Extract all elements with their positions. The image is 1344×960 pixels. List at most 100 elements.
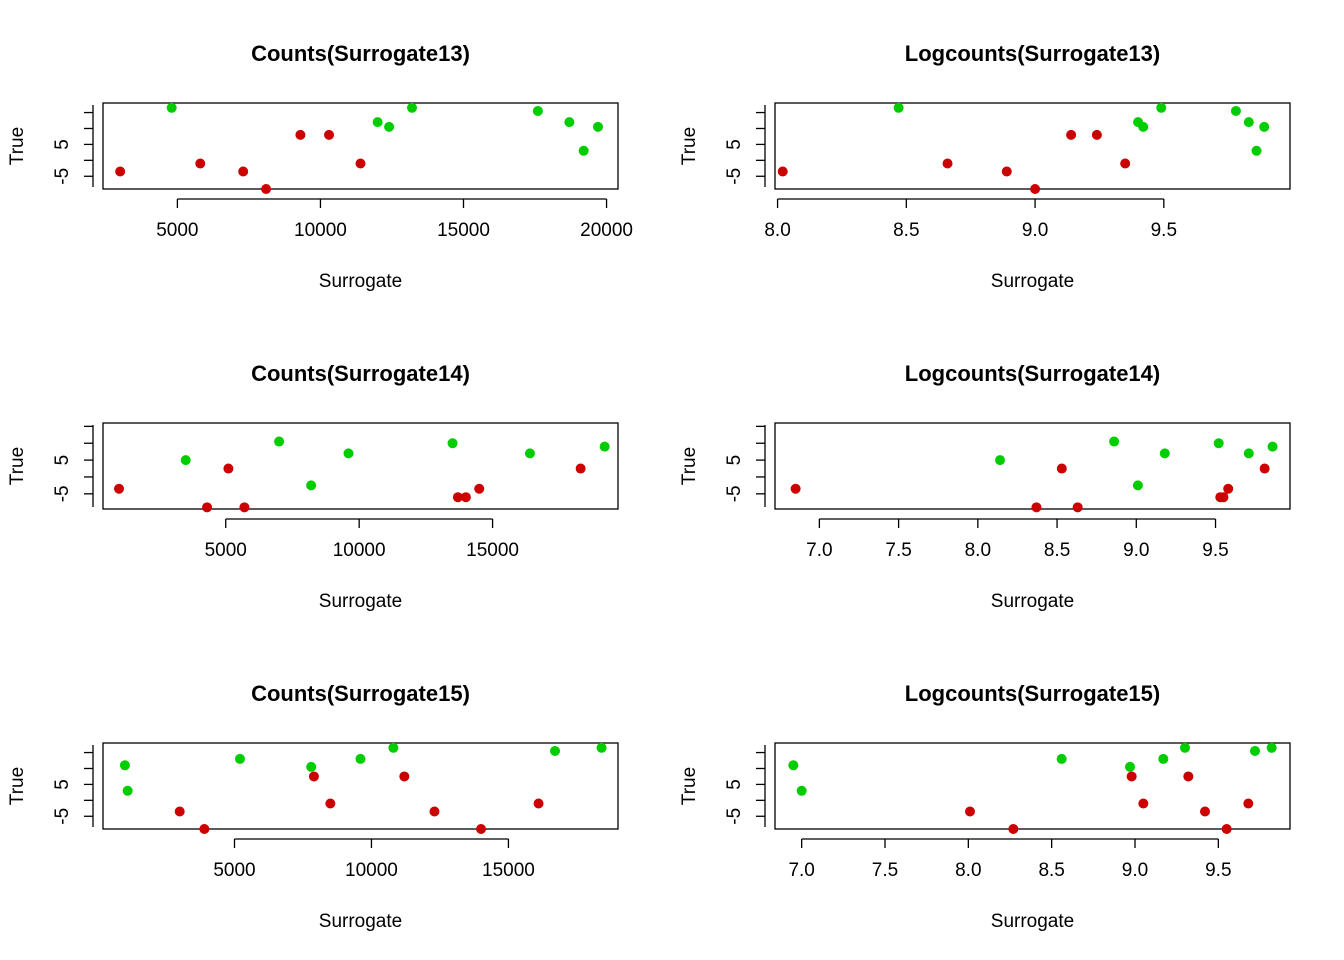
y-axis-label: True [679,447,700,485]
point-red [1091,129,1102,140]
x-tick-label: 10000 [294,220,347,241]
point-green [564,117,575,128]
point-red [399,771,410,782]
data-points [788,742,1277,834]
x-axis: 7.0 7.5 8.0 8.5 9.0 9.5 [806,518,1229,561]
x-tick-label: 7.0 [806,540,832,561]
x-tick-label: 10000 [333,540,386,561]
point-red [324,129,335,140]
point-red [1126,771,1137,782]
x-axis-label: Surrogate [319,591,402,612]
x-tick-label: 15000 [466,540,519,561]
point-green [388,742,399,753]
panel-1: Counts(Surrogate13) 5000 10000 15000 20000 Su… [7,41,633,292]
point-red [1218,492,1229,503]
point-green [1109,436,1120,447]
x-tick-label: 20000 [580,220,633,241]
y-tick-label: 5 [724,139,745,150]
x-tick-label: 8.0 [764,220,790,241]
y-tick-label: 5 [52,139,73,150]
point-red [1056,463,1067,474]
x-tick-label: 8.5 [1038,860,1064,881]
x-axis: 5000 10000 15000 [213,838,535,881]
x-tick-label: 7.5 [872,860,898,881]
y-axis-label: True [7,127,28,165]
x-tick-label: 9.5 [1202,540,1228,561]
point-green [384,121,395,132]
panel-4: Logcounts(Surrogate14) 7.0 7.5 8.0 8.5 9.0 9.5… [679,361,1291,612]
point-red [223,463,234,474]
x-tick-label: 15000 [437,220,490,241]
point-red [261,184,272,194]
x-tick-label: 9.0 [1122,860,1148,881]
x-tick-label: 10000 [345,860,398,881]
y-axis-label: True [679,767,700,805]
point-green [1259,121,1270,132]
x-tick-label: 8.5 [1044,540,1070,561]
point-green [1159,448,1170,459]
point-green [1158,753,1169,764]
point-red [195,158,206,169]
point-red [1243,798,1254,809]
data-points [115,102,603,194]
point-red [1200,806,1210,817]
point-green [549,745,560,756]
point-green [306,761,317,772]
x-tick-label: 9.0 [1022,220,1048,241]
x-axis: 5000 10000 15000 20000 [156,198,633,241]
point-red [1183,771,1194,782]
x-axis-label: Surrogate [991,271,1074,292]
y-axis-label: True [679,127,700,165]
point-red [429,806,440,817]
point-green [995,455,1006,466]
point-red [1223,483,1234,494]
plot-frame [774,422,1291,510]
x-axis: 8.0 8.5 9.0 9.5 [764,198,1177,241]
point-red [1031,502,1042,513]
data-points [119,742,607,834]
y-axis: -5 5 [52,105,94,187]
point-red [575,463,586,474]
panel-5: Counts(Surrogate15) 5000 10000 15000 Surroga… [7,681,619,932]
y-tick-label: -5 [52,168,73,185]
x-axis-label: Surrogate [319,271,402,292]
point-red [942,158,953,169]
point-red [174,806,185,817]
point-red [1221,824,1232,834]
x-tick-label: 8.0 [955,860,981,881]
point-red [460,492,471,503]
point-green [1138,121,1149,132]
point-green [447,438,458,449]
point-red [239,502,250,513]
point-red [1066,129,1077,140]
x-tick-label: 9.5 [1205,860,1231,881]
point-red [777,166,788,177]
point-green [1243,117,1254,128]
point-red [1138,798,1149,809]
point-green [1125,761,1135,772]
point-red [355,158,366,169]
point-red [474,483,485,494]
y-tick-label: -5 [724,808,745,825]
point-red [199,824,210,834]
point-green [355,753,366,764]
point-red [1072,502,1083,513]
y-axis: -5 5 [724,425,766,507]
y-axis: -5 5 [724,745,766,827]
point-green [1267,441,1278,452]
y-axis: -5 5 [52,745,94,827]
point-red [325,798,336,809]
point-red [308,771,319,782]
chart-title: Counts(Surrogate14) [251,361,470,386]
point-red [1008,824,1019,834]
point-green [119,760,130,771]
point-red [476,824,487,834]
point-green [592,121,603,132]
panel-3: Counts(Surrogate14) 5000 10000 15000 Surroga… [7,361,619,612]
point-green [180,455,191,466]
point-green [306,480,317,491]
point-green [893,102,904,113]
x-axis: 7.0 7.5 8.0 8.5 9.0 9.5 [788,838,1232,881]
point-red [790,483,801,494]
point-green [532,105,543,116]
